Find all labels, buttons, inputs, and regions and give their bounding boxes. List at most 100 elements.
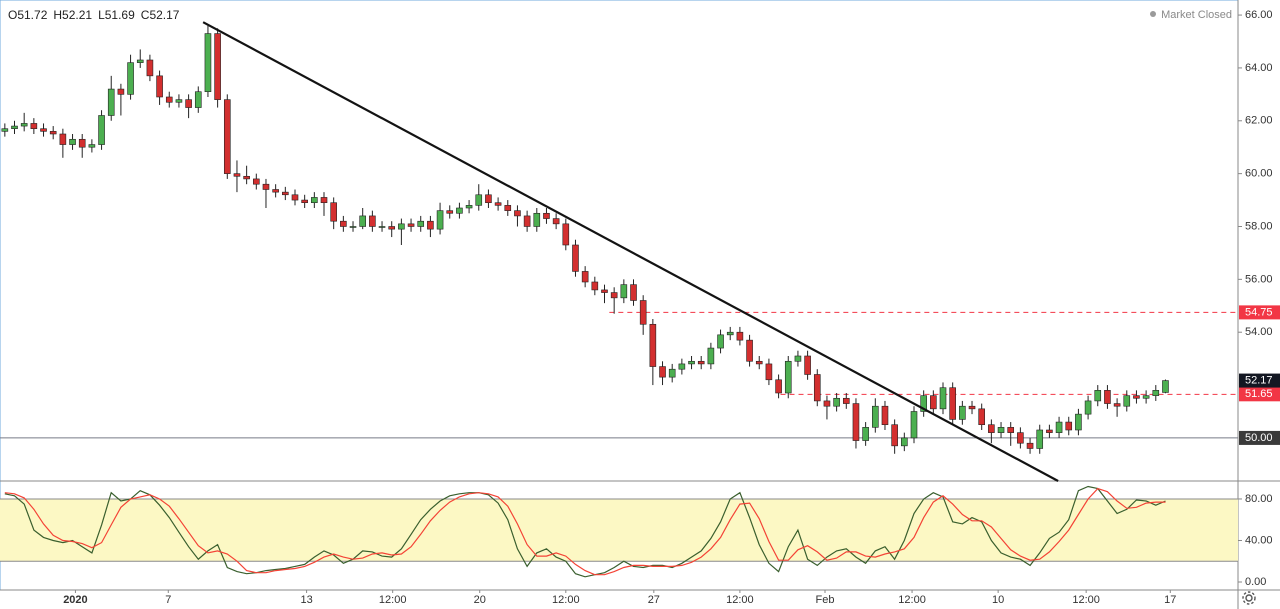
candle-body <box>1113 403 1121 407</box>
candle-body <box>543 212 550 219</box>
candle-body <box>697 360 705 365</box>
candle-body <box>253 178 260 185</box>
candle-body <box>872 405 879 428</box>
candle-body <box>533 212 541 227</box>
candle-body <box>523 215 531 227</box>
candle-body <box>1133 395 1140 399</box>
candle-body <box>417 220 425 227</box>
candle-body <box>1152 390 1160 396</box>
candle-body <box>552 218 560 225</box>
candle-body <box>272 189 279 193</box>
candle-body <box>156 75 163 98</box>
candle-body <box>485 194 492 204</box>
candle-body <box>388 226 396 230</box>
candle-body <box>398 223 405 230</box>
candle-body <box>852 403 860 441</box>
candle-body <box>1007 427 1015 433</box>
y-tick-label: 56.00 <box>1245 273 1273 285</box>
candle-body <box>813 374 821 402</box>
candle-body <box>369 215 376 227</box>
candle-body <box>1123 395 1131 407</box>
y-tick-label: 66.00 <box>1245 9 1273 21</box>
price-label: 54.75 <box>1245 306 1273 318</box>
candle-body <box>88 144 96 148</box>
stoch-y-tick-label: 80.00 <box>1245 493 1273 505</box>
candle-body <box>349 226 357 228</box>
candle-body <box>755 360 763 365</box>
candle-body <box>40 128 47 132</box>
stoch-line <box>4 485 1166 578</box>
candle-body <box>949 387 956 420</box>
market-status: Market Closed <box>1150 9 1232 21</box>
candle-body <box>1026 442 1034 449</box>
candle-body <box>610 292 618 299</box>
candle-body <box>117 88 125 95</box>
candle-body <box>504 205 512 211</box>
candle-body <box>146 59 154 77</box>
candle-body <box>127 62 134 95</box>
candle-body <box>107 88 115 116</box>
candle-body <box>630 284 637 301</box>
x-tick-label: 7 <box>165 594 171 606</box>
candle-body <box>436 210 444 230</box>
y-tick-label: 58.00 <box>1245 220 1273 232</box>
candle-body <box>794 355 802 362</box>
candle-body <box>1055 421 1063 433</box>
candle-body <box>1104 390 1111 404</box>
candle-body <box>378 226 386 228</box>
candle-body <box>920 395 927 412</box>
candle-body <box>591 281 599 291</box>
settings-icon[interactable] <box>1242 591 1256 605</box>
ohlc-low: L51.69 <box>98 8 135 22</box>
ohlc-high: H52.21 <box>53 8 93 22</box>
candle-body <box>1 128 9 132</box>
candle-body <box>833 397 840 407</box>
candle-body <box>978 408 985 426</box>
candle-body <box>514 210 521 217</box>
price-label: 52.17 <box>1245 374 1273 386</box>
candle-body <box>49 131 57 135</box>
stoch-band <box>0 498 1238 562</box>
x-tick-label: 12:00 <box>1072 594 1100 606</box>
candle-body <box>881 405 889 426</box>
candle-body <box>688 360 695 365</box>
candle-body <box>823 400 831 407</box>
candle-body <box>320 197 328 204</box>
price-label-box <box>1239 373 1280 388</box>
candle-body <box>668 368 676 378</box>
candle-body <box>291 194 299 201</box>
trendline <box>202 21 1059 482</box>
candle-body <box>678 363 686 370</box>
candle-body <box>165 96 173 103</box>
candle-body <box>649 323 657 367</box>
chart-frame <box>0 0 1239 591</box>
candle-body <box>736 331 744 341</box>
x-tick-label: 13 <box>300 594 312 606</box>
candle-body <box>330 202 337 222</box>
x-tick-label: 12:00 <box>726 594 754 606</box>
candle-body <box>282 191 289 196</box>
candle-body <box>301 199 308 204</box>
candle-body <box>581 271 589 283</box>
candle-body <box>262 183 270 190</box>
candle-body <box>804 355 811 375</box>
ohlc-close: C52.17 <box>140 8 180 22</box>
candle-body <box>930 395 937 410</box>
candle-body <box>659 366 666 378</box>
candle-body <box>968 405 976 410</box>
candle-body <box>243 175 250 180</box>
candle-body <box>939 387 947 410</box>
x-tick-label: 17 <box>1164 594 1176 606</box>
candle-body <box>997 427 1005 433</box>
candle-body <box>620 284 628 299</box>
candle-body <box>572 244 579 272</box>
candle-body <box>223 99 231 174</box>
candle-body <box>1075 413 1082 431</box>
candle-body <box>901 437 908 447</box>
x-tick-label: Feb <box>816 594 835 606</box>
stoch-y-tick-label: 40.00 <box>1245 534 1273 546</box>
price-label-box <box>1239 305 1280 320</box>
candle-body <box>340 220 347 227</box>
candle-body <box>988 424 995 433</box>
